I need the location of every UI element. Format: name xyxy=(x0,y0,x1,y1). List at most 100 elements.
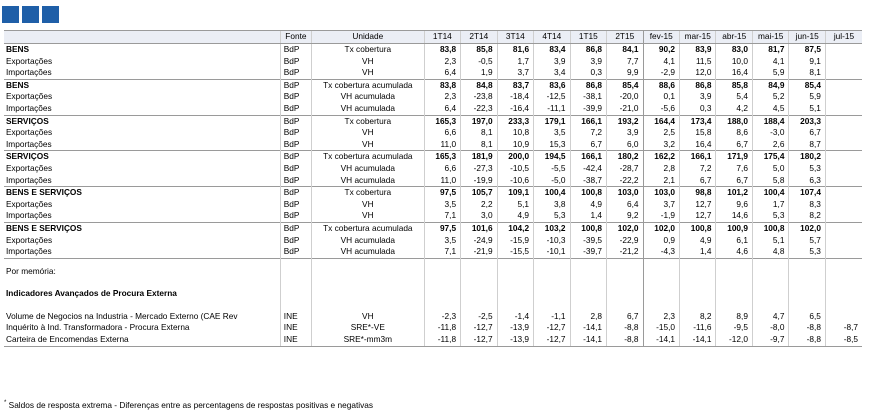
unit-cell: VH xyxy=(311,198,425,211)
value-cell: -19,9 xyxy=(460,174,498,187)
header-period: jul-15 xyxy=(824,30,862,44)
value-cell: 3,9 xyxy=(569,55,607,68)
value-cell: 2,8 xyxy=(642,162,680,175)
value-cell: 2,3 xyxy=(642,310,680,323)
value-cell: 15,3 xyxy=(533,138,571,151)
value-cell xyxy=(751,257,789,266)
table-row: Volume de Negocios na Industria - Mercad… xyxy=(4,310,862,323)
table-row: BENS BdP Tx cobertura 83,8 85,8 81,6 83,4 86,8 8… xyxy=(4,42,862,56)
value-cell: 12,7 xyxy=(678,198,716,211)
value-cell xyxy=(788,265,826,278)
source-cell: BdP xyxy=(279,174,312,187)
unit-cell: VH xyxy=(311,310,425,323)
value-cell xyxy=(642,265,680,278)
source-cell xyxy=(279,277,312,289)
value-cell: 4,1 xyxy=(642,55,680,68)
value-cell: 5,1 xyxy=(788,102,826,116)
value-cell xyxy=(678,277,716,289)
value-cell: 194,5 xyxy=(533,150,571,163)
source-cell xyxy=(279,288,312,300)
value-cell: 1,4 xyxy=(678,246,716,259)
value-cell: 162,2 xyxy=(642,150,680,163)
value-cell: 100,8 xyxy=(751,221,789,235)
value-cell: 4,5 xyxy=(751,102,789,116)
source-cell: INE xyxy=(279,322,312,335)
value-cell: 12,0 xyxy=(678,67,716,80)
value-cell: -14,1 xyxy=(678,334,716,347)
value-cell: -23,8 xyxy=(460,91,498,103)
value-cell: 8,2 xyxy=(788,210,826,223)
value-cell xyxy=(642,288,680,300)
value-cell: 6,1 xyxy=(715,234,753,247)
value-cell: 81,6 xyxy=(496,42,534,56)
value-cell: 11,5 xyxy=(678,55,716,68)
value-cell xyxy=(496,257,534,266)
row-label: BENS E SERVIÇOS xyxy=(4,186,281,199)
value-cell: 86,8 xyxy=(569,78,607,92)
row-label: Exportações xyxy=(6,55,53,66)
table-row: Importações BdP VH 11,0 8,1 10,9 15,3 6,7 6,0 3,2… xyxy=(4,138,862,151)
source-cell xyxy=(279,257,312,266)
value-cell: 100,9 xyxy=(715,221,753,235)
source-cell: BdP xyxy=(279,55,312,68)
value-cell: 7,6 xyxy=(715,162,753,175)
value-cell: 197,0 xyxy=(460,114,498,128)
value-cell: -18,4 xyxy=(496,91,534,103)
value-cell: 171,9 xyxy=(715,150,753,163)
value-cell: 5,7 xyxy=(788,234,826,247)
unit-cell xyxy=(311,257,425,266)
value-cell: 1,4 xyxy=(569,210,607,223)
value-cell: -1,4 xyxy=(496,310,534,323)
header-period: mai-15 xyxy=(751,30,789,44)
value-cell xyxy=(788,257,826,266)
value-cell xyxy=(824,78,862,92)
header-source: Fonte xyxy=(279,30,312,44)
value-cell: 98,8 xyxy=(678,186,716,199)
row-label: Exportações xyxy=(6,162,53,173)
value-cell: 1,7 xyxy=(496,55,534,68)
value-cell: 101,6 xyxy=(460,221,498,235)
value-cell: 203,3 xyxy=(788,114,826,128)
value-cell: -15,9 xyxy=(496,234,534,247)
table-row: Exportações BdP VH acumulada 3,5 -24,9 -15,9-… xyxy=(4,234,862,247)
value-cell xyxy=(715,265,753,278)
value-cell: 193,2 xyxy=(606,114,644,128)
value-cell xyxy=(606,299,644,311)
source-cell: BdP xyxy=(279,138,312,151)
value-cell: 200,0 xyxy=(496,150,534,163)
value-cell: -15,5 xyxy=(496,246,534,259)
external-trade-table: Fonte Unidade 1T14 2T14 3T14 4T14 1T15 2T15 fev-… xyxy=(4,30,862,347)
value-cell: 86,8 xyxy=(678,78,716,92)
value-cell: 107,4 xyxy=(788,186,826,199)
source-cell: BdP xyxy=(279,67,312,80)
table-row: SERVIÇOS BdP Tx cobertura 165,3 197,0 233,3 17… xyxy=(4,114,862,128)
value-cell: 5,1 xyxy=(496,198,534,211)
value-cell: 6,7 xyxy=(606,310,644,323)
unit-cell: Tx cobertura acumulada xyxy=(311,221,425,235)
value-cell: 4,9 xyxy=(678,234,716,247)
header-period: 1T15 xyxy=(569,30,607,44)
value-cell xyxy=(460,288,498,300)
source-cell: BdP xyxy=(279,186,312,199)
row-label: Importações xyxy=(6,67,52,78)
value-cell: 102,0 xyxy=(642,221,680,235)
value-cell xyxy=(423,299,461,311)
value-cell: 6,4 xyxy=(423,67,461,80)
row-label: Exportações xyxy=(6,127,53,138)
row-label xyxy=(4,257,281,266)
value-cell: -8,0 xyxy=(751,322,789,335)
value-cell: 10,9 xyxy=(496,138,534,151)
value-cell: 6,0 xyxy=(606,138,644,151)
value-cell: 100,8 xyxy=(569,186,607,199)
memo-label-row: Por memória: xyxy=(4,265,862,278)
value-cell: -1,1 xyxy=(533,310,571,323)
value-cell xyxy=(678,257,716,266)
value-cell: 3,4 xyxy=(533,67,571,80)
row-label: Carteira de Encomendas Externa xyxy=(4,334,281,347)
value-cell: 100,8 xyxy=(678,221,716,235)
value-cell: 164,4 xyxy=(642,114,680,128)
value-cell: -8,5 xyxy=(824,334,862,347)
source-cell: BdP xyxy=(279,114,312,128)
value-cell: 6,6 xyxy=(423,162,461,175)
value-cell: -4,3 xyxy=(642,246,680,259)
